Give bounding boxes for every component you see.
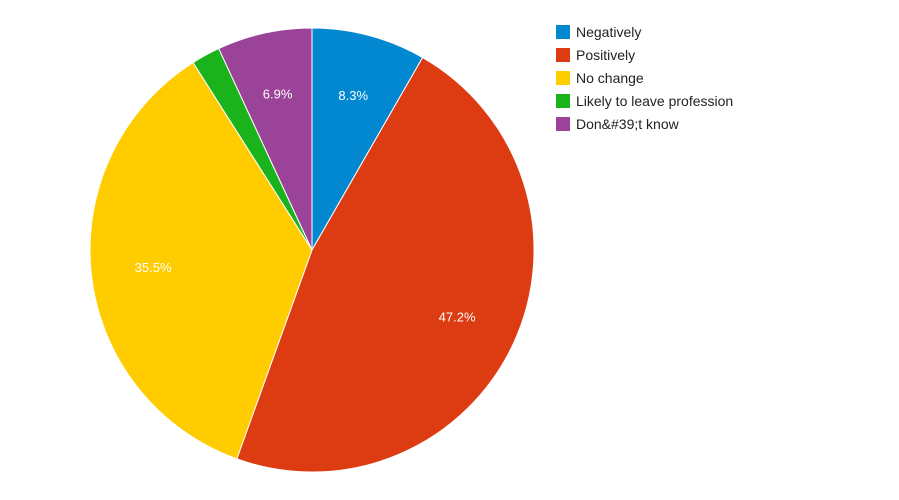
legend-label: Likely to leave profession bbox=[576, 93, 733, 109]
legend-label: Don&#39;t know bbox=[576, 116, 680, 132]
legend-item-likely-to-leave-profession[interactable]: Likely to leave profession bbox=[556, 93, 733, 109]
pie-data-labels: 8.3% 47.2% 35.5% 6.9% bbox=[135, 86, 476, 324]
pie-slice-negatively[interactable] bbox=[311, 27, 424, 252]
legend-item-no-change[interactable]: No change bbox=[556, 70, 644, 86]
pie-slice-positively[interactable] bbox=[236, 56, 535, 473]
data-label-dont-know: 6.9% bbox=[263, 86, 293, 101]
data-label-negatively: 8.3% bbox=[338, 88, 368, 103]
legend-label: Negatively bbox=[576, 24, 641, 40]
legend: Negatively Positively No change Likely to l… bbox=[556, 24, 733, 132]
legend-item-negatively[interactable]: Negatively bbox=[556, 24, 641, 40]
legend-label: No change bbox=[576, 70, 644, 86]
legend-item-dont-know[interactable]: Don&#39;t know bbox=[556, 116, 680, 132]
legend-label: Positively bbox=[576, 47, 635, 63]
legend-swatch bbox=[556, 71, 570, 85]
legend-swatch bbox=[556, 117, 570, 131]
data-label-positively: 47.2% bbox=[439, 310, 476, 325]
legend-swatch bbox=[556, 48, 570, 62]
legend-swatch bbox=[556, 94, 570, 108]
pie-slice-dont-know[interactable] bbox=[218, 27, 313, 251]
pie-slices bbox=[89, 27, 535, 473]
legend-swatch bbox=[556, 25, 570, 39]
legend-item-positively[interactable]: Positively bbox=[556, 47, 635, 63]
pie-slice-no-change[interactable] bbox=[89, 61, 313, 460]
data-label-no-change: 35.5% bbox=[135, 260, 172, 275]
